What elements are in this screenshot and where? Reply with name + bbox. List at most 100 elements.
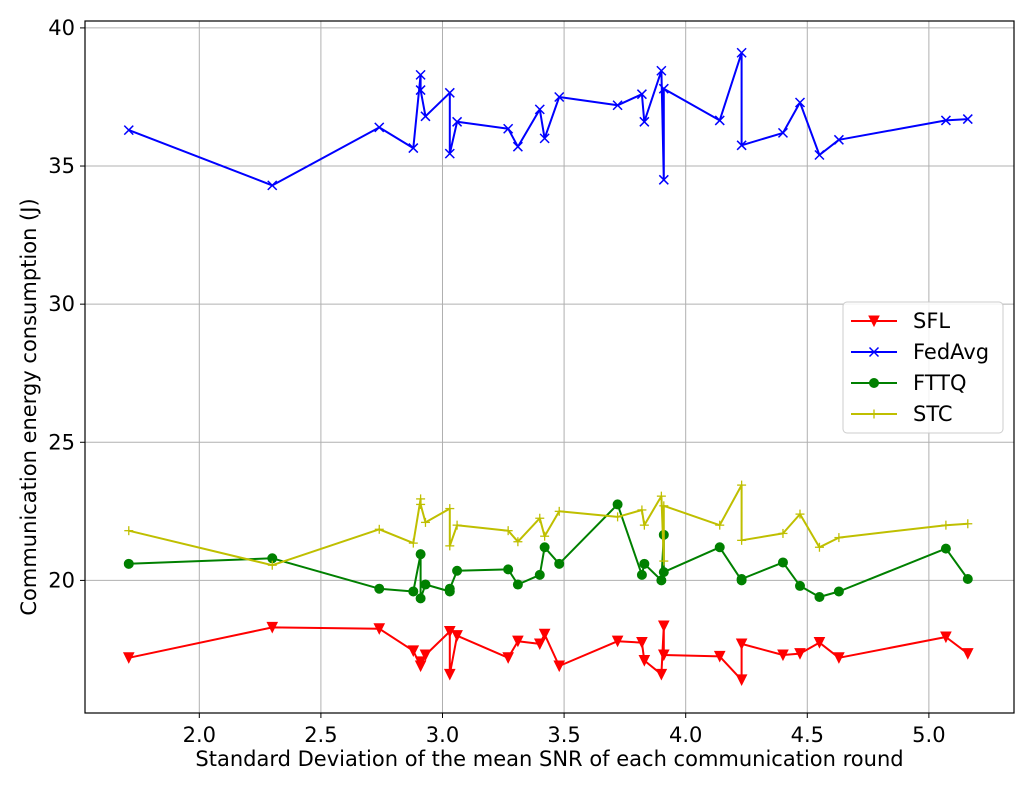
data-point-fttq	[503, 564, 514, 575]
y-tick-label: 30	[48, 292, 75, 316]
data-point-stc	[659, 501, 669, 511]
marker-stroke	[656, 65, 667, 76]
data-point-fedavg	[374, 122, 385, 133]
marker-stroke	[794, 97, 806, 108]
data-point-fedavg	[267, 180, 278, 191]
data-point-fttq	[714, 542, 725, 553]
data-point-sfl	[451, 630, 463, 642]
data-point-stc	[374, 524, 384, 534]
data-point-fedavg	[794, 97, 806, 108]
marker-stroke	[554, 91, 565, 102]
data-point-fedavg	[612, 100, 623, 111]
data-point-stc	[963, 519, 973, 529]
data-point-sfl	[122, 652, 135, 664]
data-point-stc	[535, 513, 545, 523]
data-point-fedavg	[962, 114, 973, 125]
x-tick-label: 3.5	[547, 723, 580, 747]
legend-marker-sfl	[868, 315, 880, 328]
data-point-stc	[554, 506, 564, 516]
data-point-fttq	[512, 579, 523, 590]
legend-box	[842, 301, 1004, 434]
legend-marker-fedavg	[868, 346, 880, 358]
data-point-stc	[445, 541, 455, 551]
marker-stroke	[814, 149, 825, 161]
marker-stroke	[612, 100, 623, 111]
legend-label-sfl: SFL	[913, 309, 950, 333]
x-tick-label: 4.0	[669, 723, 702, 747]
series-line-fedavg	[128, 51, 968, 187]
data-point-sfl	[794, 648, 806, 660]
series-stc	[124, 480, 973, 570]
data-point-fttq	[123, 558, 134, 569]
marker-stroke	[415, 69, 426, 80]
data-point-sfl	[813, 637, 826, 649]
legend-marker-fttq	[869, 378, 879, 388]
marker-stroke	[639, 116, 650, 127]
marker-stroke	[408, 143, 419, 154]
data-point-fttq	[420, 579, 431, 590]
marker-stroke	[777, 127, 788, 138]
data-point-fedavg	[534, 104, 545, 115]
data-point-fttq	[962, 574, 973, 585]
data-point-sfl	[407, 645, 420, 657]
data-point-stc	[941, 520, 951, 530]
y-tick-label: 25	[48, 430, 75, 454]
data-point-fttq	[612, 499, 623, 510]
data-point-fttq	[940, 543, 951, 554]
marker-stroke	[444, 87, 455, 98]
marker-stroke	[658, 174, 669, 185]
y-tick-label: 20	[48, 568, 75, 592]
data-point-sfl	[373, 623, 386, 635]
data-point-stc	[420, 517, 430, 527]
data-point-stc	[834, 533, 844, 543]
marker-stroke	[415, 85, 426, 96]
marker-stroke	[452, 116, 463, 127]
legend-label-fedavg: FedAvg	[913, 340, 989, 364]
marker-stroke	[512, 141, 523, 152]
legend-label-fttq: FTTQ	[913, 371, 967, 395]
series-layer	[122, 47, 974, 686]
data-point-fedavg	[415, 85, 426, 96]
data-point-sfl	[735, 638, 748, 651]
data-point-sfl	[512, 635, 524, 648]
x-tick-label: 4.5	[791, 723, 824, 747]
marker-stroke	[123, 125, 134, 136]
data-point-sfl	[533, 638, 546, 651]
x-axis-label: Standard Deviation of the mean SNR of ea…	[195, 747, 903, 771]
data-point-fedavg	[833, 134, 844, 145]
data-point-stc	[503, 526, 513, 536]
data-point-stc	[540, 531, 550, 541]
axis-ticks: 2.0 2.5 3.0 3.5 4.0 4.5 5.0 20 25 30 35 40	[48, 16, 945, 747]
data-point-sfl	[419, 649, 432, 662]
marker-stroke	[736, 47, 747, 58]
data-point-stc	[639, 520, 649, 530]
y-tick-label: 40	[48, 16, 75, 40]
marker-stroke	[267, 180, 278, 191]
data-point-fedavg	[512, 141, 523, 152]
data-point-stc	[513, 537, 523, 547]
data-point-sfl	[713, 650, 726, 663]
marker-stroke	[714, 115, 725, 126]
data-point-stc	[267, 560, 277, 570]
data-point-fedavg	[444, 148, 455, 159]
data-point-fedavg	[554, 91, 565, 102]
data-point-fttq	[415, 549, 426, 560]
x-tick-label: 5.0	[912, 723, 945, 747]
data-point-fedavg	[714, 115, 725, 126]
data-point-fedavg	[503, 123, 514, 134]
data-point-sfl	[833, 652, 845, 664]
data-point-sfl	[553, 660, 566, 673]
data-point-fedavg	[539, 133, 550, 144]
series-fttq	[123, 499, 973, 604]
data-point-fttq	[452, 565, 463, 576]
data-point-fttq	[658, 567, 669, 578]
data-point-stc	[659, 556, 669, 566]
data-point-fttq	[636, 569, 647, 580]
data-point-fedavg	[452, 116, 463, 127]
data-point-fedavg	[736, 140, 747, 151]
data-point-sfl	[655, 668, 668, 681]
data-point-fedavg	[636, 89, 647, 100]
data-point-stc	[445, 504, 455, 514]
data-point-fttq	[794, 580, 805, 591]
